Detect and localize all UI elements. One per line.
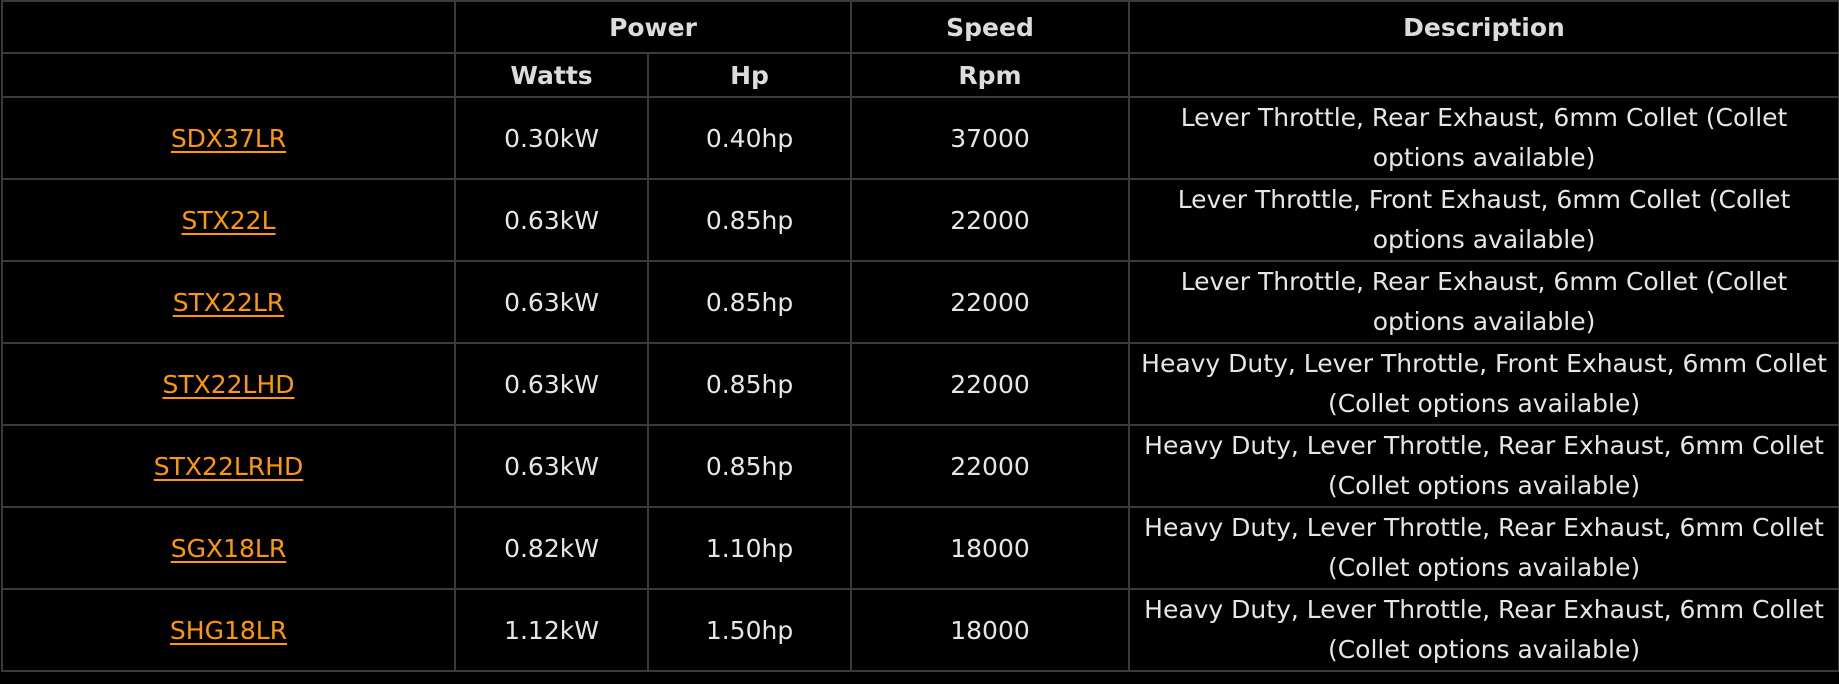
model-cell: STX22L	[1, 178, 456, 262]
rpm-cell: 18000	[850, 506, 1131, 590]
header-description: Description	[1128, 0, 1839, 54]
model-cell: STX22LHD	[1, 342, 456, 426]
rpm-cell: 22000	[850, 342, 1131, 426]
subheader-description-blank	[1128, 52, 1839, 98]
watts-cell: 1.12kW	[454, 588, 649, 672]
model-cell: STX22LRHD	[1, 424, 456, 508]
model-link[interactable]: STX22LR	[172, 287, 285, 317]
header-blank	[1, 0, 456, 54]
table-row: SHG18LR 1.12kW 1.50hp 18000 Heavy Duty, …	[1, 588, 1839, 672]
subheader-rpm: Rpm	[850, 52, 1131, 98]
model-link[interactable]: STX22LRHD	[153, 451, 304, 481]
model-link[interactable]: SHG18LR	[169, 615, 288, 645]
model-link[interactable]: STX22L	[181, 205, 276, 235]
rpm-cell: 18000	[850, 588, 1131, 672]
header-row-groups: Power Speed Description	[1, 0, 1839, 54]
model-link[interactable]: SGX18LR	[170, 533, 287, 563]
description-cell: Heavy Duty, Lever Throttle, Rear Exhaust…	[1128, 588, 1839, 672]
watts-cell: 0.63kW	[454, 342, 649, 426]
watts-cell: 0.30kW	[454, 96, 649, 180]
hp-cell: 1.10hp	[646, 506, 853, 590]
table-row: SDX37LR 0.30kW 0.40hp 37000 Lever Thrott…	[1, 96, 1839, 180]
hp-cell: 0.85hp	[646, 424, 853, 508]
model-cell: STX22LR	[1, 260, 456, 344]
rpm-cell: 22000	[850, 424, 1131, 508]
watts-cell: 0.82kW	[454, 506, 649, 590]
table-row: SGX18LR 0.82kW 1.10hp 18000 Heavy Duty, …	[1, 506, 1839, 590]
model-link[interactable]: STX22LHD	[162, 369, 295, 399]
hp-cell: 0.85hp	[646, 342, 853, 426]
table-row: STX22L 0.63kW 0.85hp 22000 Lever Throttl…	[1, 178, 1839, 262]
description-cell: Lever Throttle, Front Exhaust, 6mm Colle…	[1128, 178, 1839, 262]
subheader-blank	[1, 52, 456, 98]
description-cell: Heavy Duty, Lever Throttle, Rear Exhaust…	[1128, 506, 1839, 590]
subheader-hp: Hp	[646, 52, 853, 98]
watts-cell: 0.63kW	[454, 424, 649, 508]
header-power: Power	[453, 0, 853, 54]
description-cell: Heavy Duty, Lever Throttle, Front Exhaus…	[1128, 342, 1839, 426]
description-cell: Lever Throttle, Rear Exhaust, 6mm Collet…	[1128, 260, 1839, 344]
watts-cell: 0.63kW	[454, 178, 649, 262]
subheader-watts: Watts	[454, 52, 649, 98]
table-row: STX22LHD 0.63kW 0.85hp 22000 Heavy Duty,…	[1, 342, 1839, 426]
watts-cell: 0.63kW	[454, 260, 649, 344]
description-cell: Heavy Duty, Lever Throttle, Rear Exhaust…	[1128, 424, 1839, 508]
rpm-cell: 37000	[850, 96, 1131, 180]
rpm-cell: 22000	[850, 260, 1131, 344]
model-cell: SDX37LR	[1, 96, 456, 180]
model-cell: SHG18LR	[1, 588, 456, 672]
rpm-cell: 22000	[850, 178, 1131, 262]
hp-cell: 0.85hp	[646, 178, 853, 262]
header-row-units: Watts Hp Rpm	[1, 52, 1839, 98]
table-row: STX22LRHD 0.63kW 0.85hp 22000 Heavy Duty…	[1, 424, 1839, 508]
hp-cell: 0.40hp	[646, 96, 853, 180]
table-row: STX22LR 0.63kW 0.85hp 22000 Lever Thrott…	[1, 260, 1839, 344]
model-link[interactable]: SDX37LR	[170, 123, 287, 153]
hp-cell: 1.50hp	[646, 588, 853, 672]
model-cell: SGX18LR	[1, 506, 456, 590]
header-speed: Speed	[850, 0, 1131, 54]
description-cell: Lever Throttle, Rear Exhaust, 6mm Collet…	[1128, 96, 1839, 180]
hp-cell: 0.85hp	[646, 260, 853, 344]
